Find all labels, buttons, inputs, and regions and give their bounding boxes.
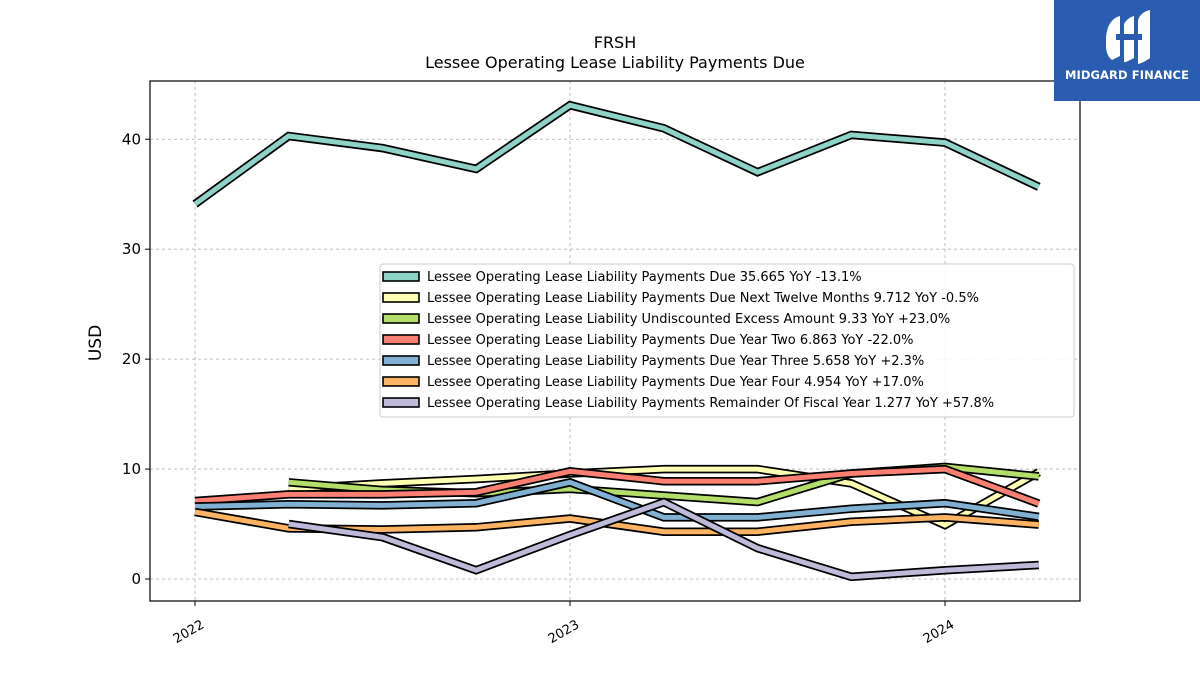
legend-label: Lessee Operating Lease Liability Payment… [427,270,862,285]
y-axis: 0 10 20 30 40 [122,130,150,588]
plot-frame [149,80,1081,602]
series-stroke [194,479,1040,520]
legend-label: Lessee Operating Lease Liability Undisco… [427,312,950,327]
series-line-1 [192,100,1041,208]
legend-item-6: Lessee Operating Lease Liability Payment… [382,375,924,390]
legend-label: Lessee Operating Lease Liability Payment… [427,396,994,411]
series-line-4 [194,464,1041,508]
y-axis-label: USD [86,325,106,361]
legend: Lessee Operating Lease Liability Payment… [379,263,1075,418]
legend-item-4: Lessee Operating Lease Liability Payment… [382,333,913,348]
logo-mark-icon [1106,10,1150,64]
legend-item-7: Lessee Operating Lease Liability Payment… [382,396,994,411]
legend-item-3: Lessee Operating Lease Liability Undisco… [382,312,950,327]
y-tick-label: 20 [122,350,141,368]
series-outline [192,100,1041,208]
chart-title: FRSH [594,33,637,52]
legend-item-1: Lessee Operating Lease Liability Payment… [382,270,862,285]
legend-item-2: Lessee Operating Lease Liability Payment… [382,291,979,306]
x-axis: 2022 2023 2024 [171,601,957,647]
legend-label: Lessee Operating Lease Liability Payment… [427,291,979,306]
y-tick-label: 10 [122,460,141,478]
y-tick-label: 40 [122,130,141,148]
legend-label: Lessee Operating Lease Liability Payment… [427,333,913,348]
series-stroke [288,499,1039,580]
legend-swatch [382,355,420,366]
legend-box [379,263,1075,418]
legend-swatch [382,313,420,324]
series-stroke [193,102,1040,207]
legend-item-5: Lessee Operating Lease Liability Payment… [382,354,924,369]
legend-label: Lessee Operating Lease Liability Payment… [427,375,924,390]
series-stroke [288,466,1041,528]
midgard-finance-logo: MIDGARD FINANCE [1054,0,1200,101]
series-line-5 [194,477,1040,522]
x-tick-label: 2023 [546,617,582,647]
legend-swatch [382,376,420,387]
series-line-7 [288,497,1040,582]
legend-label: Lessee Operating Lease Liability Payment… [427,354,924,369]
series-group [192,100,1041,582]
y-tick-label: 0 [131,570,141,588]
x-tick-label: 2024 [921,617,957,647]
legend-swatch [382,271,420,282]
series-line-2 [288,464,1041,530]
legend-swatch [382,292,420,303]
chart-subtitle: Lessee Operating Lease Liability Payment… [425,53,805,72]
legend-swatch [382,334,420,345]
logo-text: MIDGARD FINANCE [1064,68,1190,82]
legend-swatch [382,397,420,408]
series-stroke [194,466,1040,506]
x-tick-label: 2022 [171,617,207,647]
y-tick-label: 30 [122,240,141,258]
